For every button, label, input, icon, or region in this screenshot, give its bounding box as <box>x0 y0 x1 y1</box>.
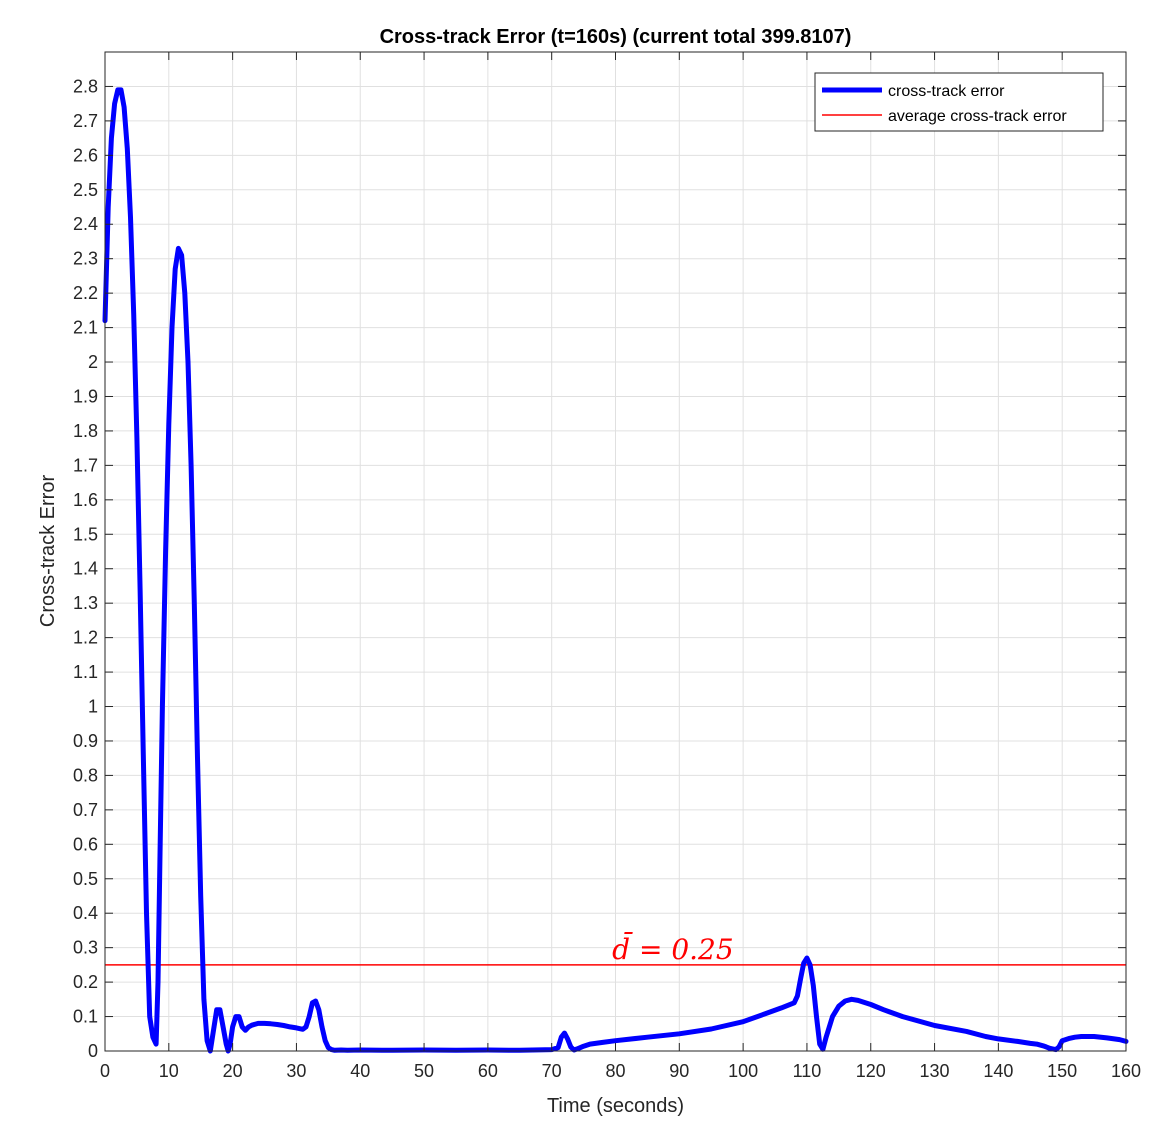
y-tick-label: 1.6 <box>73 490 98 510</box>
chart-title: Cross-track Error (t=160s) (current tota… <box>380 26 852 48</box>
y-tick-label: 2.3 <box>73 249 98 269</box>
x-tick-label: 20 <box>223 1061 243 1081</box>
y-tick-label: 0.9 <box>73 731 98 751</box>
y-tick-label: 1.9 <box>73 386 98 406</box>
series-line-cross-track-error <box>102 87 1129 1054</box>
y-tick-label: 1.4 <box>73 559 98 579</box>
legend-entry-cross-track-error: cross-track error <box>888 83 1005 100</box>
x-axis-label: Time (seconds) <box>547 1095 684 1117</box>
x-tick-label: 140 <box>983 1061 1013 1081</box>
y-tick-label: 0.6 <box>73 834 98 854</box>
y-tick-label: 2.1 <box>73 318 98 338</box>
x-tick-label: 130 <box>920 1061 950 1081</box>
y-tick-label: 0 <box>88 1041 98 1061</box>
y-tick-label: 0.3 <box>73 938 98 958</box>
plot-area: d̄ = 0.25 0 10 20 30 40 50 60 70 80 90 100 110 120 13… <box>73 51 1141 1081</box>
x-tick-label: 90 <box>669 1061 689 1081</box>
legend: cross-track error average cross-track er… <box>814 72 1104 132</box>
x-tick-label: 150 <box>1047 1061 1077 1081</box>
x-tick-label: 40 <box>350 1061 370 1081</box>
y-tick-label: 2.2 <box>73 283 98 303</box>
average-annotation: d̄ = 0.25 <box>612 931 734 966</box>
y-tick-label: 1.7 <box>73 455 98 475</box>
ticks: 0 10 20 30 40 50 60 70 80 90 100 110 120 130 140 150 160… <box>73 52 1141 1081</box>
y-tick-label: 2.7 <box>73 111 98 131</box>
y-tick-label: 0.1 <box>73 1007 98 1027</box>
y-tick-label: 0.8 <box>73 765 98 785</box>
series-group <box>102 87 1129 1054</box>
y-tick-label: 2.5 <box>73 180 98 200</box>
legend-box <box>814 72 1104 132</box>
x-tick-label: 80 <box>605 1061 625 1081</box>
x-tick-label: 60 <box>478 1061 498 1081</box>
y-tick-label: 1.8 <box>73 421 98 441</box>
y-tick-label: 2 <box>88 352 98 372</box>
y-tick-label: 2.8 <box>73 76 98 96</box>
y-tick-label: 1.3 <box>73 593 98 613</box>
y-tick-label: 2.6 <box>73 145 98 165</box>
x-tick-label: 50 <box>414 1061 434 1081</box>
legend-entry-average: average cross-track error <box>888 108 1067 125</box>
y-tick-label: 0.4 <box>73 903 98 923</box>
x-tick-label: 30 <box>286 1061 306 1081</box>
y-tick-label: 0.5 <box>73 869 98 889</box>
y-tick-label: 0.7 <box>73 800 98 820</box>
x-tick-label: 100 <box>728 1061 758 1081</box>
annotation-group: d̄ = 0.25 <box>612 931 734 966</box>
y-axis-label: Cross-track Error <box>37 475 59 628</box>
x-tick-label: 110 <box>793 1061 822 1081</box>
y-tick-label: 1.1 <box>73 662 98 682</box>
x-tick-label: 160 <box>1111 1061 1141 1081</box>
y-tick-label: 1.5 <box>73 524 98 544</box>
y-tick-label: 2.4 <box>73 214 98 234</box>
x-tick-label: 120 <box>856 1061 886 1081</box>
x-tick-label: 10 <box>159 1061 179 1081</box>
y-tick-label: 1.2 <box>73 628 98 648</box>
y-tick-label: 1 <box>88 697 98 717</box>
x-tick-label: 70 <box>542 1061 562 1081</box>
x-tick-label: 0 <box>100 1061 110 1081</box>
y-tick-label: 0.2 <box>73 972 98 992</box>
